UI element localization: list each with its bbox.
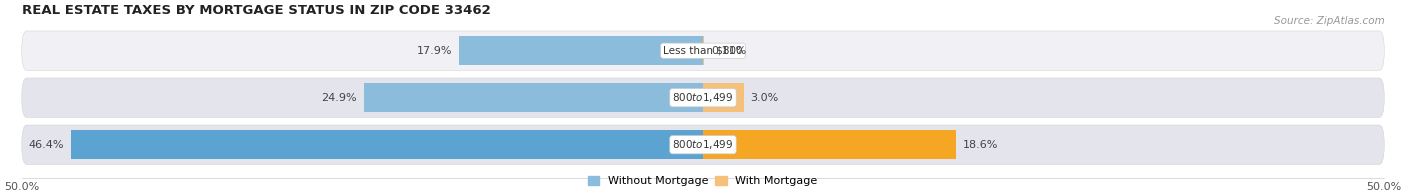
Text: 0.11%: 0.11% <box>711 46 747 56</box>
Text: REAL ESTATE TAXES BY MORTGAGE STATUS IN ZIP CODE 33462: REAL ESTATE TAXES BY MORTGAGE STATUS IN … <box>21 4 491 17</box>
Bar <box>703 130 956 159</box>
FancyBboxPatch shape <box>21 31 1385 70</box>
Text: 3.0%: 3.0% <box>751 93 779 103</box>
Bar <box>703 83 744 112</box>
Text: 17.9%: 17.9% <box>416 46 453 56</box>
Bar <box>703 36 704 65</box>
Text: $800 to $1,499: $800 to $1,499 <box>672 91 734 104</box>
Text: 24.9%: 24.9% <box>322 93 357 103</box>
Bar <box>460 36 703 65</box>
Legend: Without Mortgage, With Mortgage: Without Mortgage, With Mortgage <box>583 172 823 191</box>
Text: 46.4%: 46.4% <box>28 140 65 150</box>
Text: Source: ZipAtlas.com: Source: ZipAtlas.com <box>1274 16 1385 26</box>
Text: 18.6%: 18.6% <box>963 140 998 150</box>
FancyBboxPatch shape <box>21 78 1385 117</box>
Bar <box>70 130 703 159</box>
Text: $800 to $1,499: $800 to $1,499 <box>672 138 734 151</box>
Bar <box>364 83 703 112</box>
FancyBboxPatch shape <box>21 125 1385 164</box>
Text: Less than $800: Less than $800 <box>664 46 742 56</box>
